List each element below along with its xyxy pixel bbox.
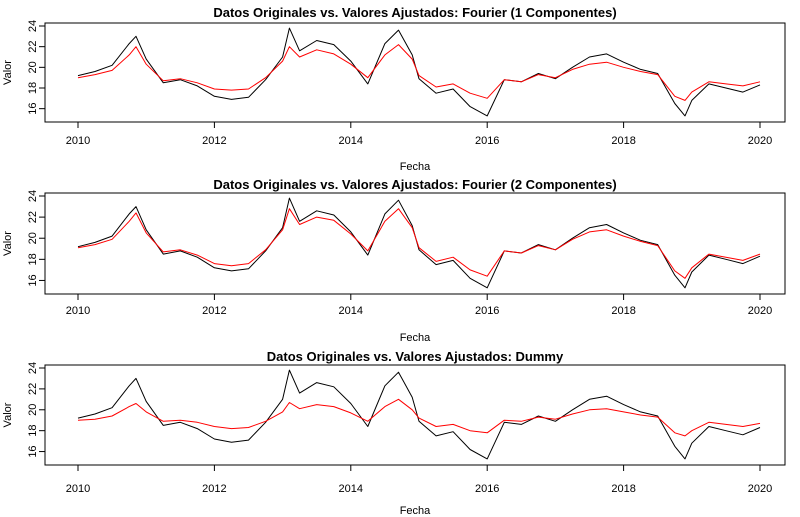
x-tick-label: 2012 xyxy=(202,483,226,495)
x-tick-label: 2016 xyxy=(475,483,499,495)
y-axis-label: Valor xyxy=(2,402,14,427)
series-line-fitted xyxy=(77,208,761,279)
x-tick-label: 2014 xyxy=(339,135,363,147)
chart-title: Datos Originales vs. Valores Ajustados: … xyxy=(213,5,616,20)
plot-frame xyxy=(44,22,786,123)
x-tick-label: 2016 xyxy=(475,305,499,317)
y-tick-label: 16 xyxy=(27,445,39,457)
y-tick-label: 20 xyxy=(27,232,39,244)
plot-frame xyxy=(44,364,786,466)
y-tick-label: 20 xyxy=(27,61,39,73)
y-tick-label: 22 xyxy=(27,41,39,53)
x-tick-label: 2010 xyxy=(66,483,90,495)
series-line-fitted xyxy=(77,44,761,101)
series-line-original xyxy=(77,369,761,460)
x-tick-label: 2014 xyxy=(339,305,363,317)
y-tick-label: 20 xyxy=(27,404,39,416)
series-line-original xyxy=(77,27,761,117)
y-axis-label: Valor xyxy=(2,231,14,256)
x-tick-label: 2020 xyxy=(748,135,772,147)
x-tick-label: 2018 xyxy=(611,135,635,147)
x-axis-label: Fecha xyxy=(400,332,431,344)
chart-title: Datos Originales vs. Valores Ajustados: … xyxy=(267,349,564,364)
x-tick-label: 2020 xyxy=(748,305,772,317)
x-tick-label: 2020 xyxy=(748,483,772,495)
x-axis-label: Fecha xyxy=(400,161,431,173)
x-tick-label: 2018 xyxy=(611,305,635,317)
chart-title: Datos Originales vs. Valores Ajustados: … xyxy=(213,177,616,192)
y-tick-label: 18 xyxy=(27,425,39,437)
x-axis-label: Fecha xyxy=(400,505,431,517)
x-tick-label: 2010 xyxy=(66,135,90,147)
plot-frame xyxy=(44,192,786,295)
chart-panel-1: Datos Originales vs. Valores Ajustados: … xyxy=(2,5,786,173)
y-tick-label: 24 xyxy=(27,190,39,202)
chart-panel-3: Datos Originales vs. Valores Ajustados: … xyxy=(2,349,786,517)
x-tick-label: 2016 xyxy=(475,135,499,147)
x-tick-label: 2018 xyxy=(611,483,635,495)
y-tick-label: 18 xyxy=(27,82,39,94)
x-tick-label: 2010 xyxy=(66,305,90,317)
x-tick-label: 2012 xyxy=(202,305,226,317)
y-tick-label: 24 xyxy=(27,362,39,374)
x-tick-label: 2012 xyxy=(202,135,226,147)
y-tick-label: 16 xyxy=(27,274,39,286)
y-axis-label: Valor xyxy=(2,60,14,85)
y-tick-label: 18 xyxy=(27,253,39,265)
chart-panel-2: Datos Originales vs. Valores Ajustados: … xyxy=(2,177,786,344)
y-tick-label: 16 xyxy=(27,103,39,115)
y-tick-label: 22 xyxy=(27,211,39,223)
y-tick-label: 22 xyxy=(27,383,39,395)
y-tick-label: 24 xyxy=(27,20,39,32)
series-line-fitted xyxy=(77,398,761,437)
series-line-original xyxy=(77,197,761,289)
x-tick-label: 2014 xyxy=(339,483,363,495)
